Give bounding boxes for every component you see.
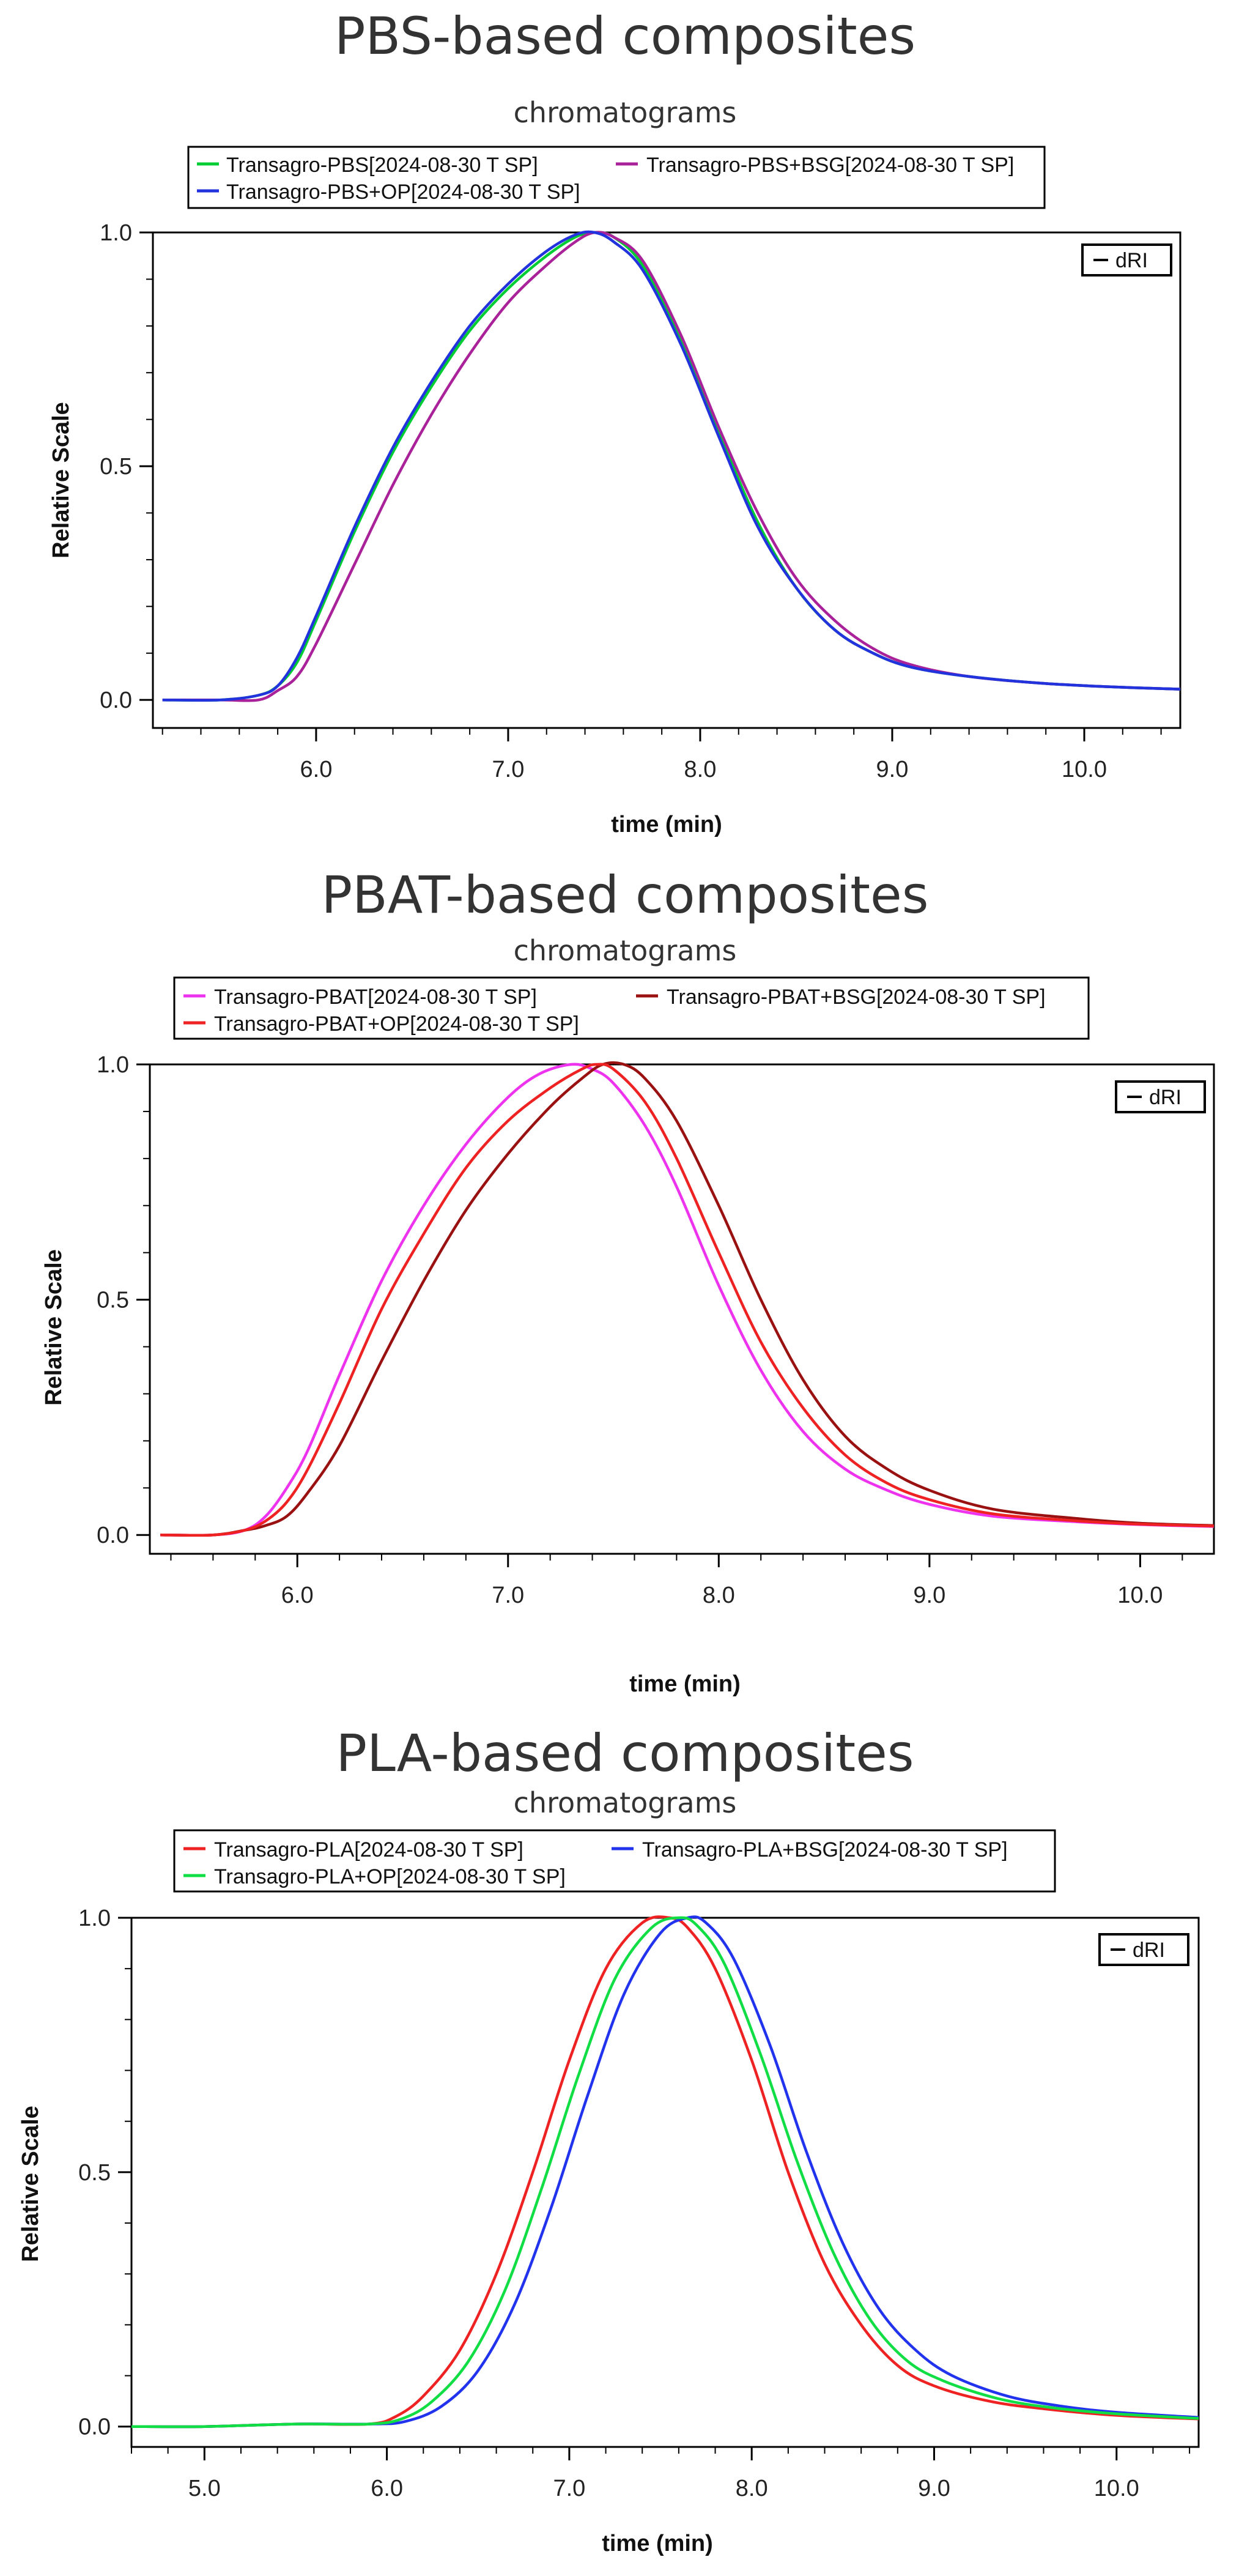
pbat-y-axis-label: Relative Scale	[41, 1249, 67, 1406]
pbat-x-tick-label-9-0: 9.0	[913, 1583, 945, 1608]
pbat-series-line-transagro-pbat-bsg	[160, 1061, 1215, 1537]
pbs-x-axis-label: time (min)	[611, 812, 722, 837]
pbs-x-tick-label-6-0: 6.0	[300, 757, 333, 782]
pbs-series	[162, 230, 1181, 702]
pbat-x-axis-label: time (min)	[629, 1671, 741, 1697]
pbs-x-tick-label-8-0: 8.0	[684, 757, 717, 782]
pla-subtitle: chromatograms	[514, 1786, 737, 1819]
pla-series-line-transagro-pla-op	[131, 1916, 1199, 2429]
pla-ticks: 5.0 6.0 7.0 8.0 9.0 10.0 0.0 0.5 1.0	[78, 1906, 1191, 2501]
pbat-series	[160, 1061, 1215, 1537]
pla-series	[131, 1915, 1199, 2429]
pbs-y-axis-label: Relative Scale	[48, 402, 74, 559]
pla-x-axis-label: time (min)	[602, 2531, 713, 2556]
pbat-ticks: 6.0 7.0 8.0 9.0 10.0 0.0 0.5 1.0	[97, 1052, 1183, 1608]
pbs-series-line-transagro-pbs-op	[162, 230, 1181, 702]
pbat-y-tick-label-0-5: 0.5	[97, 1288, 129, 1313]
pbs-legend-label-pbs: Transagro-PBS[2024-08-30 T SP]	[226, 154, 538, 177]
pbat-legend: Transagro-PBAT[2024-08-30 T SP] Transagr…	[173, 976, 1090, 1040]
pla-x-tick-label-6-0: 6.0	[371, 2476, 403, 2501]
pla-legend-label-op: Transagro-PLA+OP[2024-08-30 T SP]	[214, 1865, 566, 1888]
pla-y-axis-label: Relative Scale	[18, 2106, 43, 2262]
pla-detector-legend: dRI	[1098, 1933, 1189, 1966]
pbs-x-tick-label-9-0: 9.0	[876, 757, 909, 782]
pla-legend-label-bsg: Transagro-PLA+BSG[2024-08-30 T SP]	[642, 1838, 1008, 1861]
pla-y-tick-label-0-5: 0.5	[78, 2160, 111, 2186]
pbs-legend-label-bsg: Transagro-PBS+BSG[2024-08-30 T SP]	[646, 154, 1014, 177]
pbs-series-line-transagro-pbs-bsg	[162, 231, 1181, 702]
pbs-legend-box	[187, 146, 1046, 209]
pbat-title: PBAT-based composites	[322, 865, 929, 925]
pbat-plot-area	[149, 1063, 1215, 1555]
pbat-detector-label: dRI	[1149, 1086, 1182, 1109]
pla-x-tick-label-8-0: 8.0	[736, 2476, 768, 2501]
pla-title: PLA-based composites	[336, 1723, 914, 1783]
pbat-legend-label-pbat: Transagro-PBAT[2024-08-30 T SP]	[214, 985, 537, 1009]
pbs-y-tick-label-0-0: 0.0	[100, 688, 132, 713]
pbat-x-tick-label-7-0: 7.0	[492, 1583, 524, 1608]
pla-detector-label: dRI	[1133, 1939, 1165, 1962]
pbat-legend-label-bsg: Transagro-PBAT+BSG[2024-08-30 T SP]	[667, 985, 1046, 1009]
pla-y-tick-label-1-0: 1.0	[78, 1906, 111, 1931]
pbat-x-tick-label-10-0: 10.0	[1117, 1583, 1163, 1608]
pla-legend-label-pla: Transagro-PLA[2024-08-30 T SP]	[214, 1838, 523, 1861]
pbs-ticks: 6.0 7.0 8.0 9.0 10.0 0.0 0.5 1.0	[100, 220, 1162, 782]
pbs-x-tick-label-10-0: 10.0	[1062, 757, 1107, 782]
pbat-y-tick-label-0-0: 0.0	[97, 1523, 129, 1548]
pla-legend: Transagro-PLA[2024-08-30 T SP] Transagro…	[173, 1829, 1056, 1893]
pla-y-tick-label-0-0: 0.0	[78, 2415, 111, 2440]
pbat-y-tick-label-1-0: 1.0	[97, 1052, 129, 1078]
pbs-detector-legend: dRI	[1081, 243, 1172, 277]
pbat-series-line-transagro-pbat-op	[160, 1063, 1215, 1537]
pbs-legend: Transagro-PBS[2024-08-30 T SP] Transagro…	[187, 146, 1046, 209]
pbat-panel: PBAT-based composites chromatograms Tran…	[41, 865, 1215, 1697]
pbs-detector-label: dRI	[1115, 249, 1148, 272]
pbat-legend-label-op: Transagro-PBAT+OP[2024-08-30 T SP]	[214, 1012, 579, 1036]
pla-x-tick-label-9-0: 9.0	[918, 2476, 950, 2501]
pbat-detector-legend: dRI	[1115, 1080, 1206, 1113]
pbat-series-line-transagro-pbat	[160, 1063, 1215, 1537]
pla-x-tick-label-5-0: 5.0	[188, 2476, 221, 2501]
pbs-legend-label-op: Transagro-PBS+OP[2024-08-30 T SP]	[226, 180, 580, 204]
pbat-legend-box	[173, 976, 1090, 1040]
pbs-y-tick-label-1-0: 1.0	[100, 220, 132, 246]
pla-x-tick-label-7-0: 7.0	[553, 2476, 585, 2501]
pbs-subtitle: chromatograms	[514, 96, 737, 129]
pbat-x-tick-label-6-0: 6.0	[281, 1583, 314, 1608]
pbat-x-tick-label-8-0: 8.0	[703, 1583, 735, 1608]
pbs-panel: PBS-based composites chromatograms Trans…	[48, 6, 1182, 837]
pbs-title: PBS-based composites	[335, 6, 915, 66]
pbs-x-tick-label-7-0: 7.0	[492, 757, 525, 782]
pla-legend-box	[173, 1829, 1056, 1893]
pla-plot-area	[130, 1917, 1200, 2448]
pla-x-tick-label-10-0: 10.0	[1094, 2476, 1139, 2501]
pbs-y-tick-label-0-5: 0.5	[100, 454, 132, 480]
pbat-subtitle: chromatograms	[514, 934, 737, 967]
pla-panel: PLA-based composites chromatograms Trans…	[18, 1723, 1200, 2556]
